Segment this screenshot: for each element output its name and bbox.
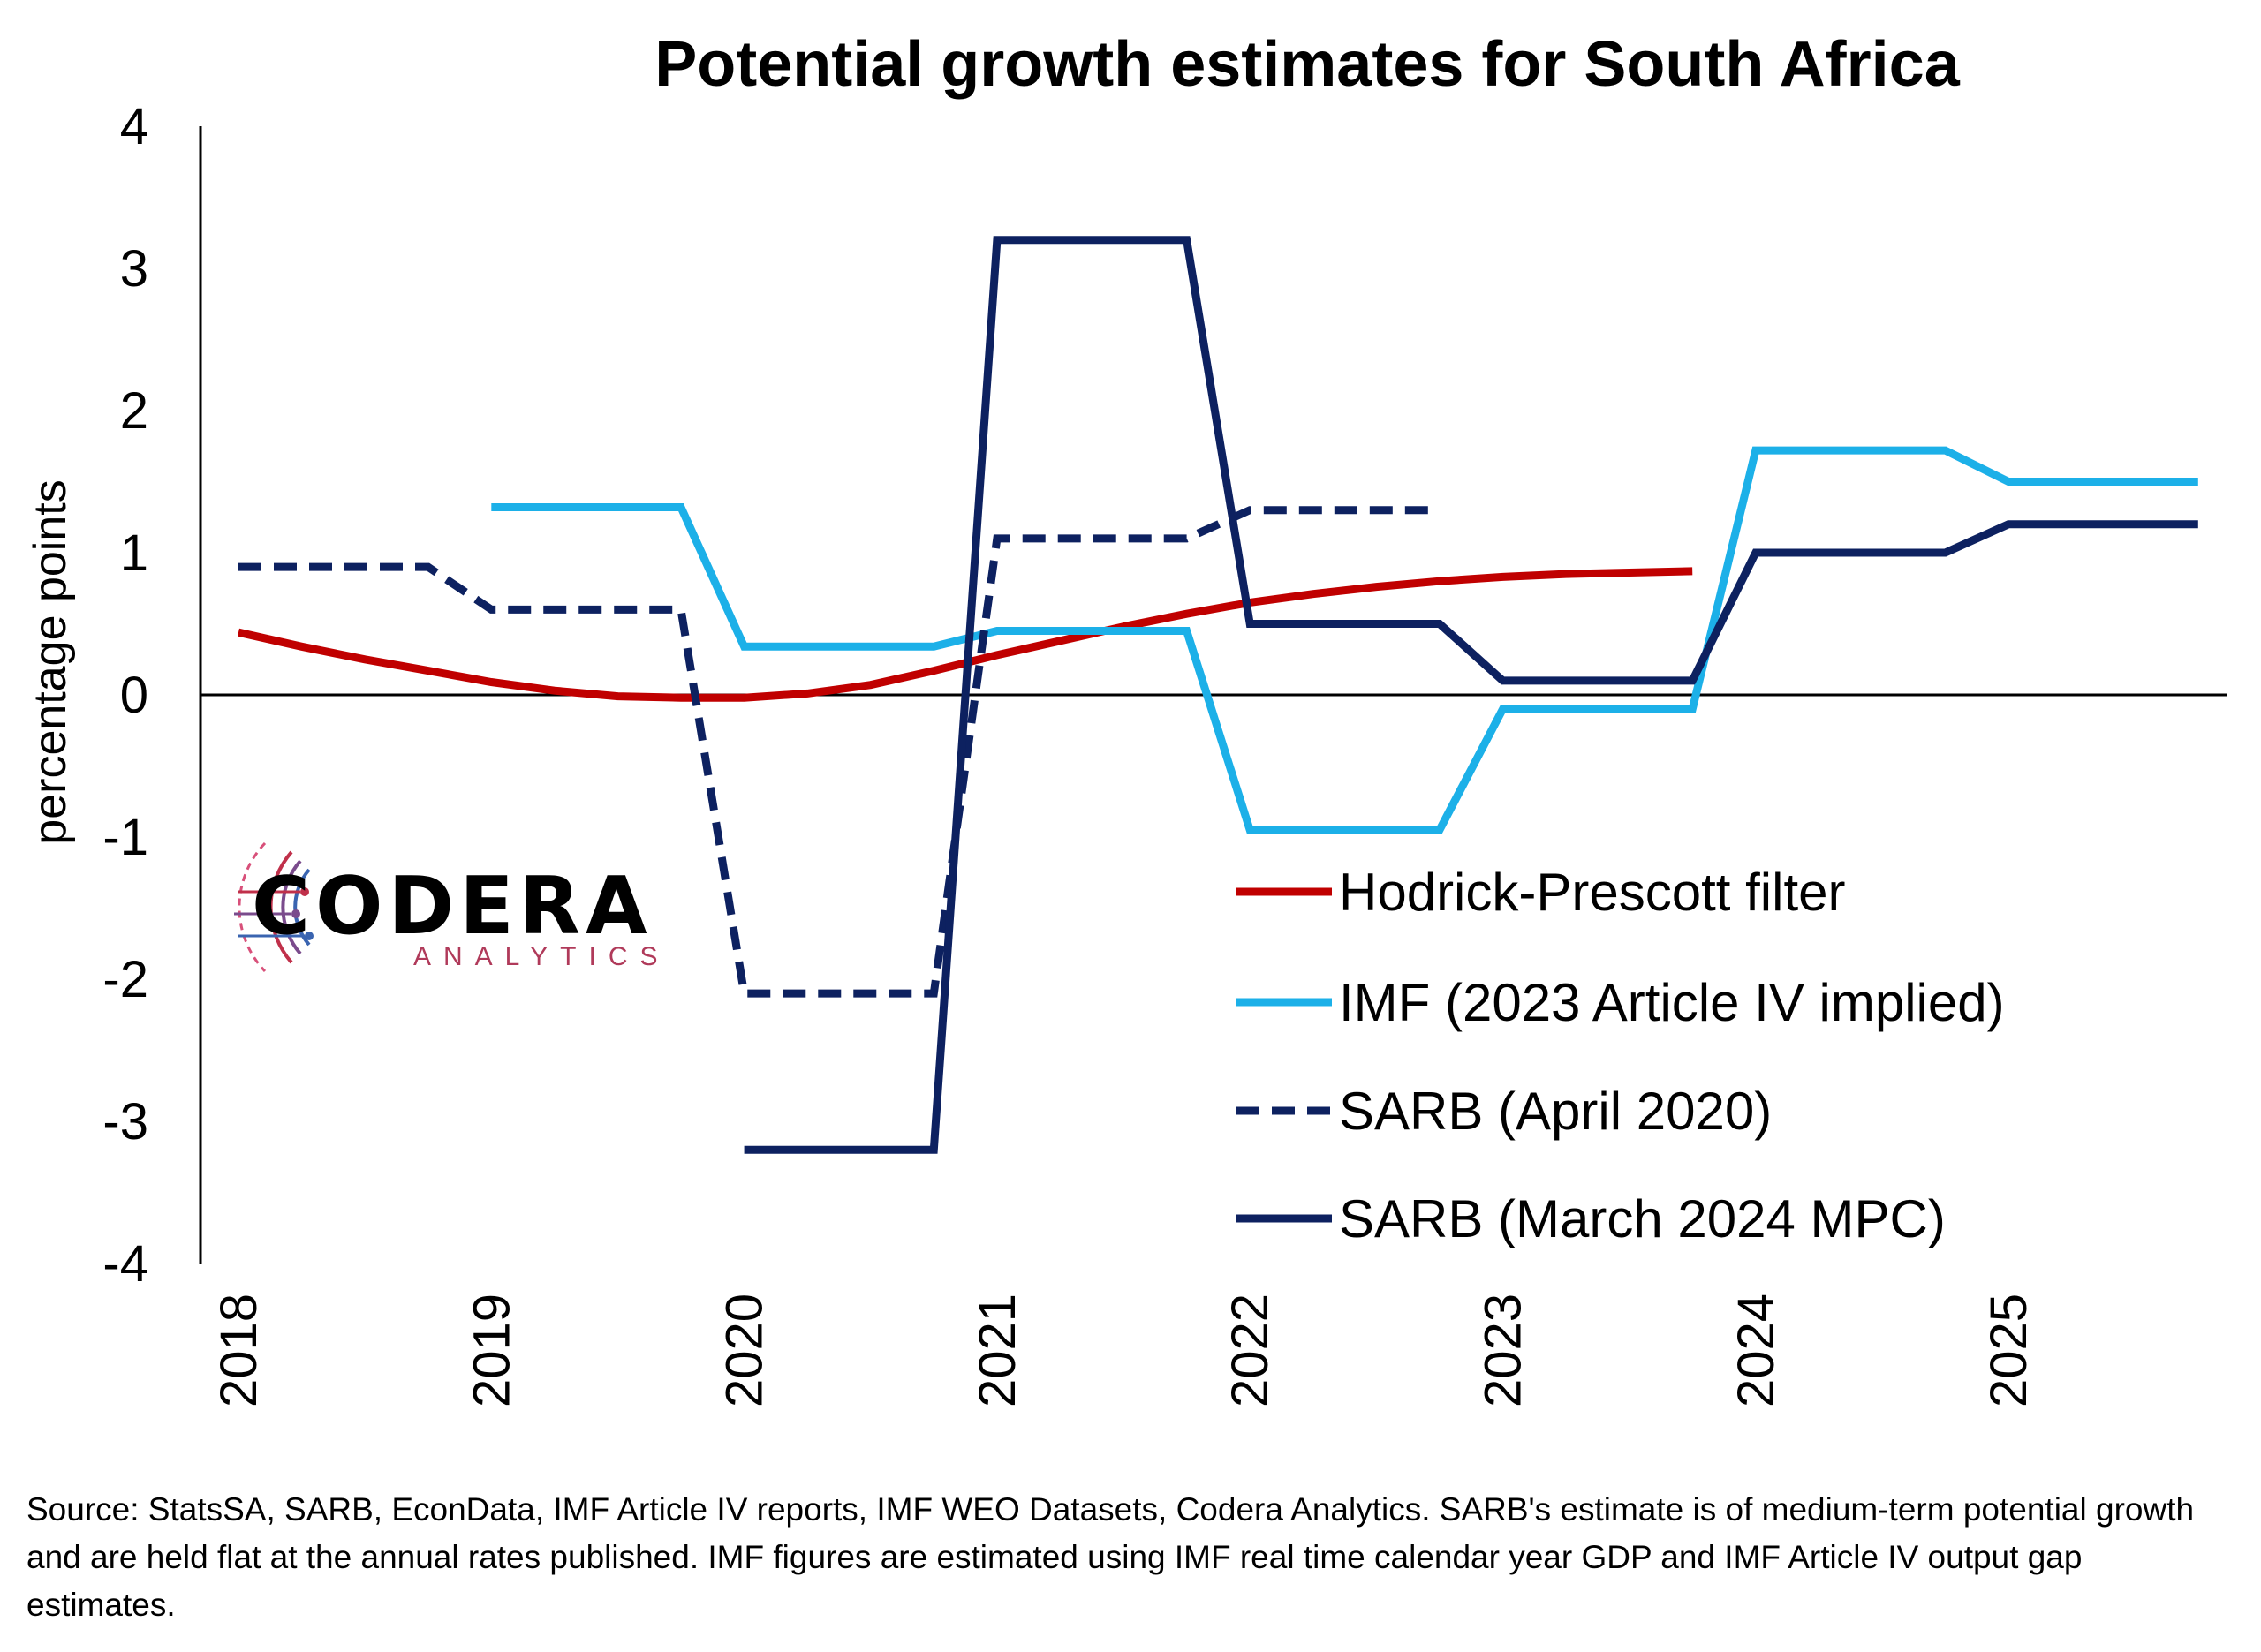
logo-name: CODERA [252, 860, 653, 953]
y-tick-label: -3 [102, 1093, 148, 1150]
legend-label: Hodrick-Prescott filter [1339, 863, 1845, 922]
codera-logo: CODERA ANALYTICS [234, 841, 670, 973]
y-tick-label: 0 [120, 667, 148, 724]
legend-label: SARB (April 2020) [1339, 1082, 1772, 1141]
series-line [744, 236, 2198, 1154]
logo-circuit-icon [234, 841, 314, 973]
y-axis-label: percentage points [25, 479, 76, 844]
legend-label: IMF (2023 Article IV implied) [1339, 973, 2005, 1032]
y-tick-label: -2 [102, 951, 148, 1008]
x-tick-label: 2022 [1221, 1294, 1279, 1407]
y-tick-label: 4 [120, 98, 148, 155]
x-tick-label: 2023 [1475, 1294, 1532, 1407]
y-tick-label: 1 [120, 524, 148, 582]
y-tick-label: 3 [120, 240, 148, 298]
series-line [238, 506, 1440, 998]
series-layer [238, 236, 2198, 1154]
y-tick-label: -1 [102, 809, 148, 866]
source-note: Source: StatsSA, SARB, EconData, IMF Art… [26, 1491, 2195, 1623]
x-tick-label: 2025 [1980, 1294, 2038, 1407]
chart-title: Potential growth estimates for South Afr… [654, 29, 1960, 100]
axes: 4 3 2 1 0 -1 -2 -3 -4 2018 2019 2020 2021 2022 2023 202… [102, 98, 2227, 1407]
legend-label: SARB (March 2024 MPC) [1339, 1189, 1946, 1248]
y-tick-label: 2 [120, 382, 148, 440]
x-tick-label: 2024 [1728, 1294, 1785, 1407]
x-tick-label: 2018 [210, 1294, 268, 1407]
x-tick-label: 2019 [463, 1294, 520, 1407]
legend: Hodrick-Prescott filter IMF (2023 Article… [1236, 863, 2005, 1248]
x-tick-label: 2020 [716, 1294, 774, 1407]
logo-subtitle: ANALYTICS [413, 942, 670, 971]
y-tick-label: -4 [102, 1235, 148, 1293]
series-line [491, 446, 2198, 834]
x-tick-label: 2021 [969, 1294, 1026, 1407]
